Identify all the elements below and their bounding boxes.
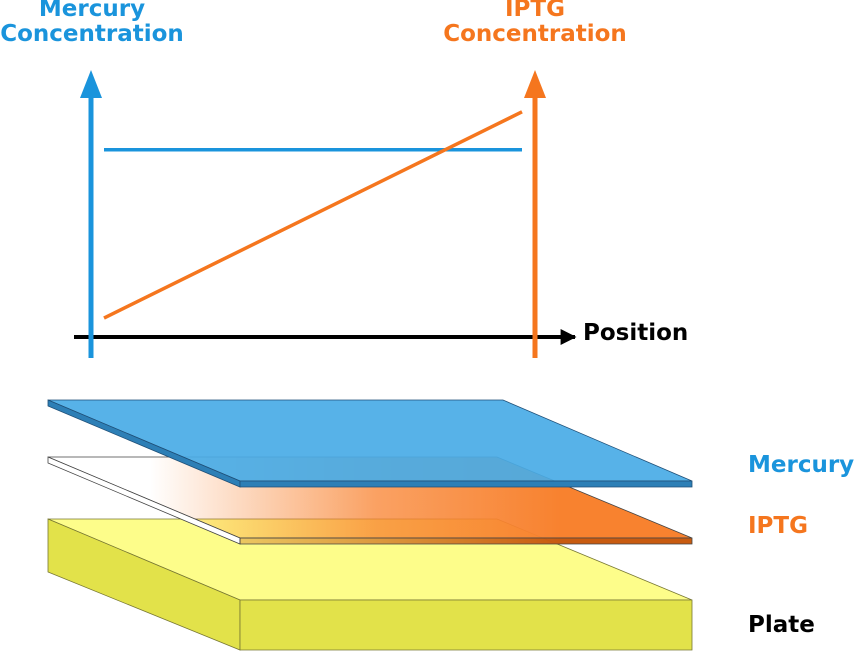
iptg-series-line bbox=[103, 110, 523, 320]
concentration-graph bbox=[74, 70, 577, 358]
mercury-concentration-axis bbox=[80, 70, 102, 358]
plate-front-face bbox=[239, 599, 693, 651]
iptg-concentration-axis-arrowhead bbox=[524, 70, 546, 98]
position-axis-label: Position bbox=[583, 320, 689, 346]
mercury-layer-front-edge bbox=[239, 480, 693, 488]
mercury-axis-label-line1: Mercury bbox=[38, 0, 146, 22]
plate-layer-label: Plate bbox=[748, 612, 815, 638]
mercury-layer-label: Mercury bbox=[748, 452, 855, 478]
mercury-concentration-axis-label: Mercury Concentration bbox=[0, 0, 184, 48]
mercury-concentration-axis-arrowhead bbox=[80, 70, 102, 98]
iptg-axis-label-line1: IPTG bbox=[505, 0, 565, 22]
iptg-layer-front-edge bbox=[239, 537, 693, 545]
iptg-concentration-axis bbox=[524, 70, 546, 358]
mercury-layer bbox=[47, 399, 693, 488]
iptg-layer-label: IPTG bbox=[748, 513, 808, 539]
iptg-axis-label-line2: Concentration bbox=[443, 21, 627, 48]
iptg-concentration-axis-label: IPTG Concentration bbox=[440, 0, 630, 48]
mercury-axis-label-line2: Concentration bbox=[0, 21, 184, 48]
